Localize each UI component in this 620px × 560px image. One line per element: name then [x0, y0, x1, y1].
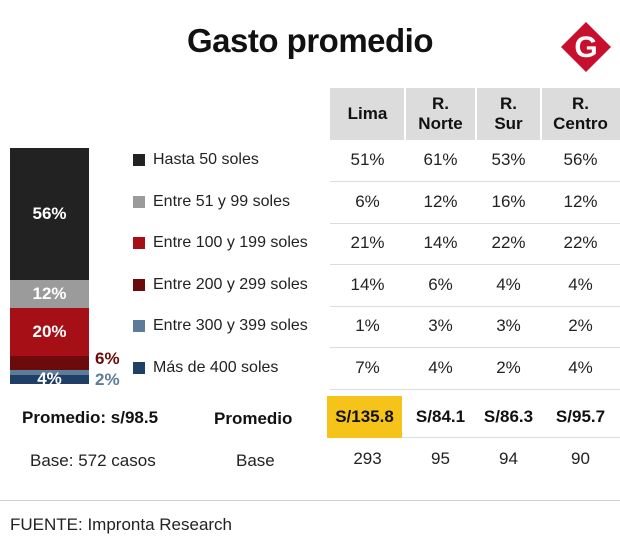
- legend-label: Entre 100 y 199 soles: [153, 234, 308, 251]
- table-cell: 14%: [423, 233, 458, 252]
- row-divider: [330, 437, 620, 438]
- header-separator: [404, 88, 406, 140]
- bar-segment: [10, 280, 89, 309]
- bar-segment: [10, 374, 89, 384]
- row-divider: [330, 223, 620, 224]
- promedio-cell: S/84.1: [415, 407, 466, 426]
- footer-divider: [0, 500, 620, 501]
- legend-label: Más de 400 soles: [153, 359, 279, 376]
- legend-item: Entre 300 y 399 soles: [133, 316, 308, 336]
- promedio-cell: S/86.3: [483, 407, 534, 426]
- promedio-label: Promedio: [214, 409, 293, 428]
- base-label: Base: [236, 451, 275, 470]
- header-separator: [475, 88, 477, 140]
- bar-segment: [10, 369, 89, 375]
- legend-item: Más de 400 soles: [133, 358, 278, 378]
- column-header: R. Norte: [405, 88, 476, 140]
- promedio-cell: S/95.7: [555, 407, 606, 426]
- legend-swatch: [133, 154, 145, 166]
- legend-item: Entre 200 y 299 soles: [133, 275, 308, 295]
- table-cell: 1%: [355, 316, 380, 335]
- base-cell: 90: [571, 449, 590, 468]
- legend-swatch: [133, 237, 145, 249]
- column-header: R. Centro: [541, 88, 620, 140]
- table-cell: 12%: [563, 192, 598, 211]
- bar-segment-label: 12%: [32, 284, 67, 304]
- bar-segment-label: 56%: [32, 204, 67, 224]
- table-cell: 4%: [568, 275, 593, 294]
- table-cell: 56%: [563, 150, 598, 169]
- table-cell: 4%: [428, 358, 453, 377]
- bar-segment-label: 4%: [37, 369, 62, 389]
- column-header: Lima: [330, 88, 405, 140]
- table-cell: 22%: [563, 233, 598, 252]
- legend-label: Entre 51 y 99 soles: [153, 193, 290, 210]
- table-cell: 3%: [428, 316, 453, 335]
- column-header: R. Sur: [476, 88, 541, 140]
- base-total-label: Base: 572 casos: [30, 451, 156, 470]
- legend-label: Hasta 50 soles: [153, 151, 259, 168]
- table-cell: 4%: [496, 275, 521, 294]
- bar-segment: [10, 148, 89, 281]
- table-cell: 6%: [355, 192, 380, 211]
- table-cell: 61%: [423, 150, 458, 169]
- bar-segment-label: 20%: [32, 322, 67, 342]
- row-divider: [330, 347, 620, 348]
- base-cell: 293: [353, 449, 382, 468]
- bar-segment: [10, 308, 89, 356]
- row-divider: [330, 306, 620, 307]
- legend-swatch: [133, 362, 145, 374]
- base-cell: 94: [499, 449, 518, 468]
- svg-text:G: G: [574, 31, 597, 64]
- stacked-bar: 56% 12% 20% 4%: [10, 148, 89, 388]
- promedio-cell-highlight: S/135.8: [327, 396, 402, 438]
- table-cell: 2%: [568, 316, 593, 335]
- bar-segment-label: 2%: [95, 370, 120, 390]
- table-cell: 2%: [496, 358, 521, 377]
- source-note: FUENTE: Impronta Research: [10, 515, 233, 534]
- table-cell: 16%: [491, 192, 526, 211]
- base-cell: 95: [431, 449, 450, 468]
- chart-title: Gasto promedio: [186, 22, 434, 59]
- table-cell: 4%: [568, 358, 593, 377]
- table-cell: 21%: [350, 233, 385, 252]
- legend-label: Entre 300 y 399 soles: [153, 317, 308, 334]
- legend-swatch: [133, 320, 145, 332]
- legend-swatch: [133, 279, 145, 291]
- row-divider: [330, 264, 620, 265]
- legend-item: Hasta 50 soles: [133, 150, 259, 170]
- legend-swatch: [133, 196, 145, 208]
- legend-item: Entre 100 y 199 soles: [133, 233, 308, 253]
- header-separator: [540, 88, 542, 140]
- table-cell: 3%: [496, 316, 521, 335]
- table-cell: 6%: [428, 275, 453, 294]
- row-divider: [330, 389, 620, 390]
- legend-label: Entre 200 y 299 soles: [153, 276, 308, 293]
- brand-logo-icon: G: [561, 22, 611, 72]
- bar-segment-label: 6%: [95, 348, 120, 368]
- table-cell: 53%: [491, 150, 526, 169]
- bar-segment: [10, 355, 89, 370]
- row-divider: [330, 181, 620, 182]
- promedio-total-label: Promedio: s/98.5: [22, 408, 159, 427]
- legend-item: Entre 51 y 99 soles: [133, 192, 290, 212]
- table-cell: 14%: [350, 275, 385, 294]
- table-cell: 7%: [355, 358, 380, 377]
- table-cell: 12%: [423, 192, 458, 211]
- table-cell: 22%: [491, 233, 526, 252]
- table-cell: 51%: [350, 150, 385, 169]
